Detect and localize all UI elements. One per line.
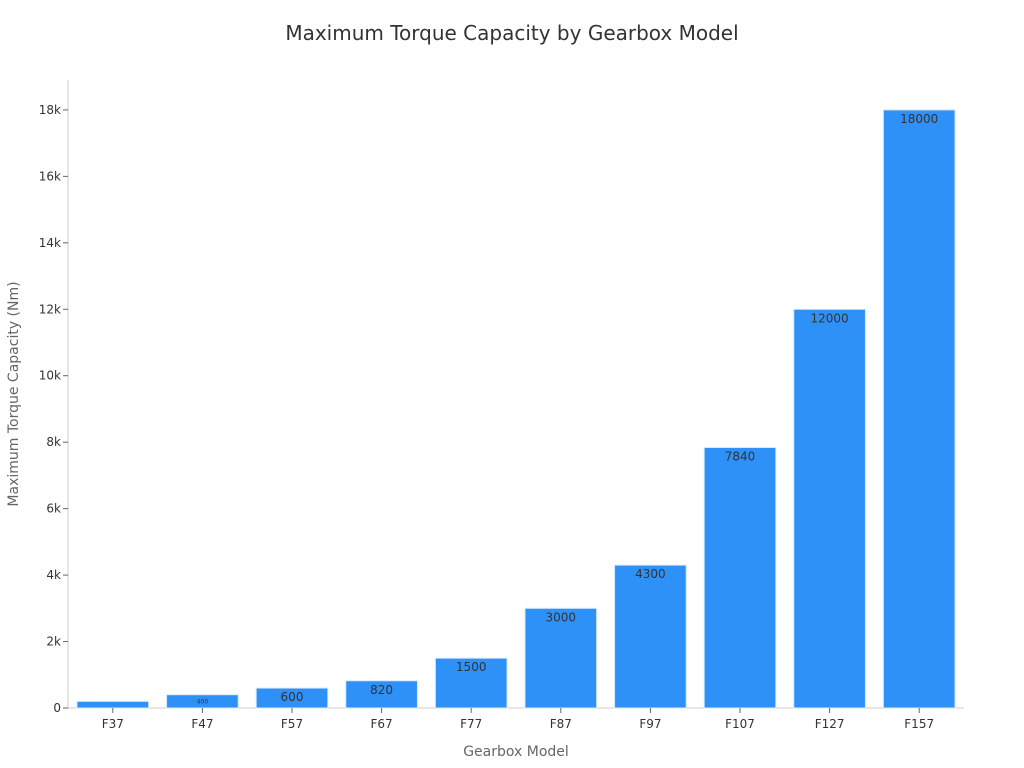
bar	[76, 700, 150, 709]
x-tick-label: F47	[191, 717, 213, 731]
y-tick-label: 10k	[39, 369, 61, 383]
y-tick-label: 12k	[39, 302, 61, 316]
bar-value-label: 4300	[635, 567, 666, 581]
x-tick-label: F107	[725, 717, 755, 731]
bar	[614, 564, 687, 709]
x-tick-label: F157	[904, 717, 934, 731]
bar-value-label: 18000	[900, 112, 938, 126]
x-tick-label: F57	[281, 717, 303, 731]
y-axis-label: Maximum Torque Capacity (Nm)	[6, 281, 22, 506]
bar	[703, 446, 777, 709]
bar-value-label: 400	[197, 699, 209, 706]
y-tick-label: 0	[53, 701, 61, 715]
bar-value-label: 600	[281, 690, 304, 704]
y-tick-label: 6k	[46, 502, 61, 516]
bar	[345, 680, 418, 709]
bar	[793, 308, 866, 709]
y-tick-label: 18k	[39, 103, 61, 117]
x-tick-label: F87	[550, 717, 572, 731]
x-tick-label: F67	[371, 717, 393, 731]
bar-value-label: 3000	[546, 610, 577, 624]
x-tick-label: F77	[460, 717, 482, 731]
x-tick-label: F127	[815, 717, 845, 731]
y-tick-label: 14k	[39, 236, 61, 250]
x-tick-label: F37	[102, 717, 124, 731]
bar-value-label: 1500	[456, 660, 487, 674]
y-tick-label: 2k	[46, 635, 61, 649]
bar	[882, 109, 956, 709]
chart-title: Maximum Torque Capacity by Gearbox Model	[285, 21, 738, 45]
x-tick-label: F97	[639, 717, 661, 731]
y-tick-label: 8k	[46, 435, 61, 449]
x-axis-label: Gearbox Model	[463, 744, 569, 760]
bar-value-label: 12000	[811, 311, 849, 325]
bar-value-label: 7840	[725, 449, 756, 463]
plot-area: 0 2k 4k 6k 8k 10k 12k 14k 16k 18k F37 F47 400 F57 600 F…	[39, 80, 964, 731]
bar-value-label: 820	[370, 683, 393, 697]
y-tick-label: 4k	[46, 568, 61, 582]
bar	[524, 607, 598, 709]
y-tick-label: 16k	[39, 169, 61, 183]
